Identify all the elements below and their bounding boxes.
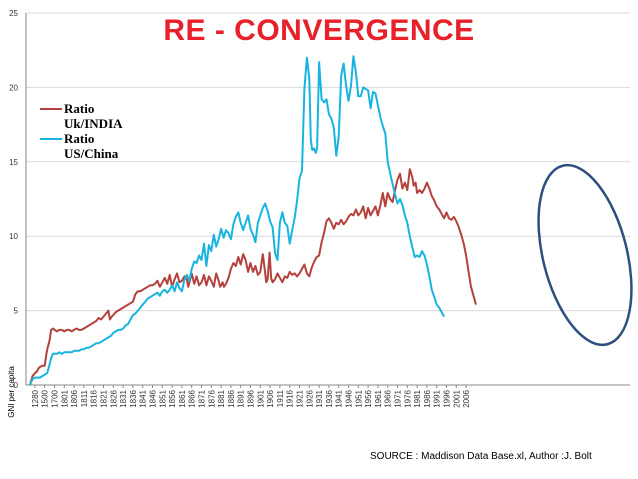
x-tick-label: 1946 <box>345 389 354 407</box>
x-tick-label: 1866 <box>188 389 197 407</box>
x-tick-label: 1280 <box>31 389 40 407</box>
x-tick-label: 1700 <box>51 389 60 407</box>
legend: Ratio Uk/INDIA Ratio US/China <box>40 101 134 161</box>
series-lines <box>29 55 477 386</box>
chart-title: RE - CONVERGENCE <box>163 14 475 47</box>
x-tick-label: 1966 <box>384 389 393 407</box>
x-tick-label: 1951 <box>354 389 363 407</box>
x-tick-label: 1981 <box>413 389 422 407</box>
x-tick-label: 1921 <box>296 389 305 407</box>
x-tick-label: 1896 <box>247 389 256 407</box>
x-tick-label: 1811 <box>80 389 89 407</box>
x-tick-label: 1861 <box>178 389 187 407</box>
x-tick-label: 1806 <box>70 389 79 407</box>
x-tick-label: 1826 <box>109 389 118 407</box>
x-tick-label: 1926 <box>305 389 314 407</box>
y-tick-label: 20 <box>9 83 18 92</box>
x-tick-label: 1991 <box>433 389 442 407</box>
gridlines <box>26 12 630 386</box>
x-tick-label: 1816 <box>90 389 99 407</box>
convergence-highlight-ellipse <box>537 163 633 347</box>
y-tick-label: 25 <box>9 9 18 18</box>
x-tick-label: 2001 <box>452 389 461 407</box>
series-line-uk-india <box>29 168 477 386</box>
legend-swatch-us-china <box>40 138 62 140</box>
x-tick-label: 1901 <box>256 389 265 407</box>
x-tick-label: 1500 <box>41 389 50 407</box>
x-tick-label: 1836 <box>129 389 138 407</box>
y-axis-title: GNI per capita <box>7 366 16 418</box>
x-tick-label: 1986 <box>423 389 432 407</box>
x-tick-label: 1891 <box>237 389 246 407</box>
x-tick-label: 1856 <box>168 389 177 407</box>
x-tick-label: 2006 <box>462 389 471 407</box>
x-tick-label: 1801 <box>60 389 69 407</box>
x-tick-label: 1831 <box>119 389 128 407</box>
y-tick-label: 5 <box>14 307 19 316</box>
x-tick-label: 1956 <box>364 389 373 407</box>
legend-label-uk-india: Ratio Uk/INDIA <box>64 101 123 131</box>
x-tick-label: 1851 <box>158 389 167 407</box>
y-tick-label: 10 <box>9 232 18 241</box>
x-tick-label: 1846 <box>149 389 158 407</box>
x-tick-label: 1961 <box>374 389 383 407</box>
x-tick-label: 1941 <box>335 389 344 407</box>
y-tick-label: 0 <box>14 381 19 390</box>
x-tick-label: 1971 <box>394 389 403 407</box>
series-line-us-china <box>29 55 445 386</box>
x-tick-label: 1931 <box>315 389 324 407</box>
x-tick-label: 1876 <box>207 389 216 407</box>
legend-label-us-china: Ratio US/China <box>64 131 119 161</box>
legend-swatch-uk-india <box>40 108 62 110</box>
source-note: SOURCE : Maddison Data Base.xl, Author :… <box>370 451 592 462</box>
x-tick-label: 1906 <box>266 389 275 407</box>
x-tick-label: 1841 <box>139 389 148 407</box>
y-tick-label: 15 <box>9 158 18 167</box>
legend-item-uk-india: Ratio Uk/INDIA <box>40 101 134 131</box>
x-tick-label: 1976 <box>403 389 412 407</box>
x-tick-label: 1821 <box>100 389 109 407</box>
x-tick-label: 1881 <box>217 389 226 407</box>
x-tick-label: 1911 <box>276 389 285 407</box>
x-tick-label: 1916 <box>286 389 295 407</box>
x-tick-label: 1996 <box>443 389 452 407</box>
x-tick-label: 1871 <box>198 389 207 407</box>
x-tick-label: 1886 <box>227 389 236 407</box>
legend-item-us-china: Ratio US/China <box>40 131 134 161</box>
x-tick-label: 1936 <box>325 389 334 407</box>
